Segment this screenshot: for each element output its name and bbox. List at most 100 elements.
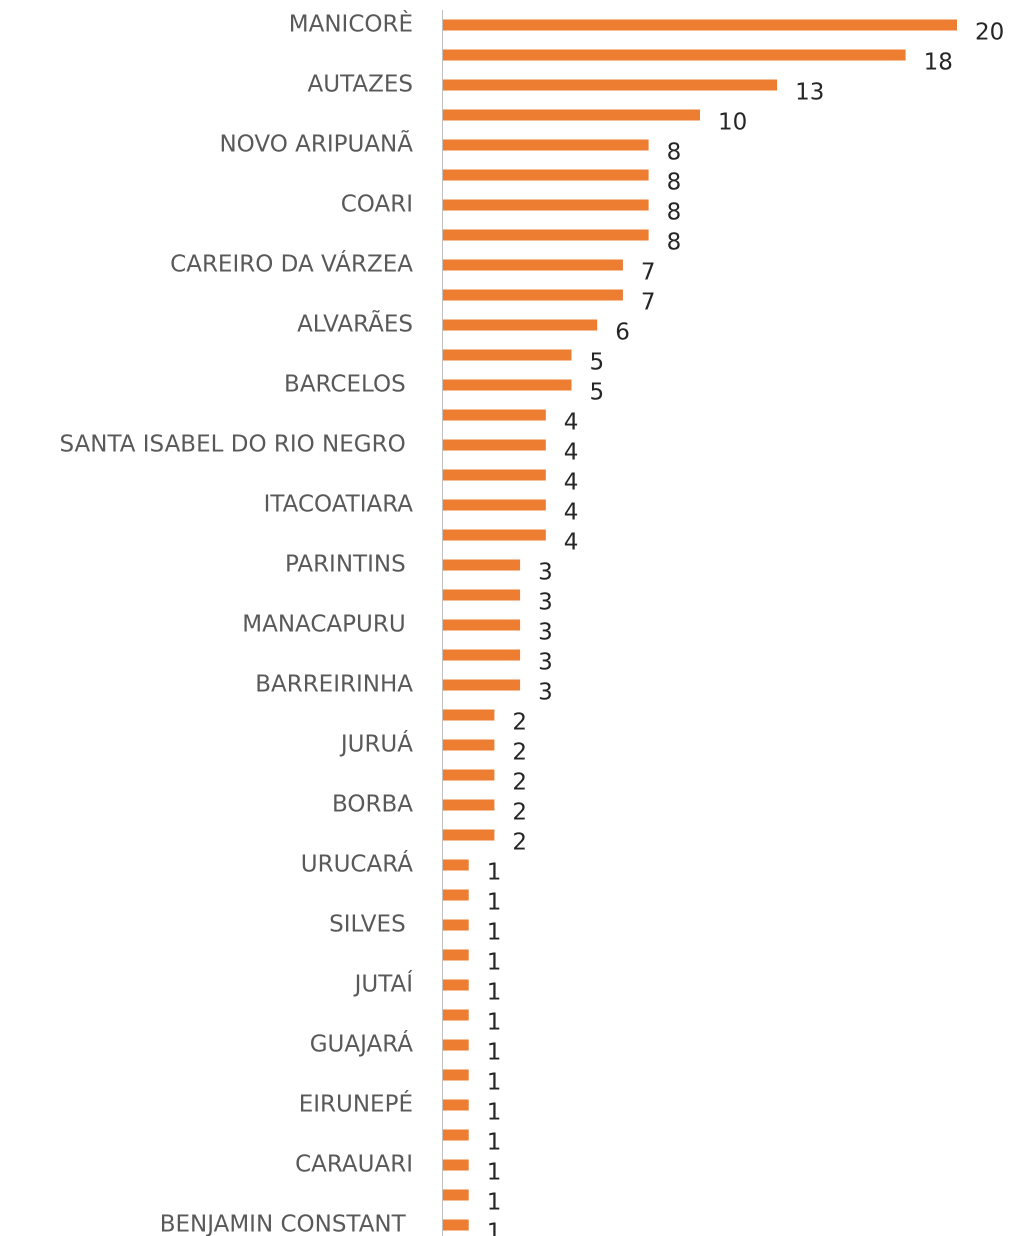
data-label: 3 [538, 590, 553, 616]
bar [443, 409, 546, 421]
bar [443, 709, 495, 721]
data-label: 1 [487, 980, 502, 1006]
data-label: 1 [487, 1040, 502, 1066]
bar [443, 139, 649, 151]
data-label: 6 [615, 320, 630, 346]
bar [443, 439, 546, 451]
data-label: 4 [564, 440, 579, 466]
data-label: 3 [538, 560, 553, 586]
y-tick-label: BORBA [332, 792, 413, 818]
y-tick-label: EIRUNEPÉ [299, 1090, 413, 1118]
data-label: 7 [641, 290, 656, 316]
bar [443, 379, 572, 391]
data-label: 4 [564, 500, 579, 526]
bar [443, 1099, 469, 1111]
data-label: 2 [512, 740, 527, 766]
y-tick-label: JUTAÍ [353, 970, 414, 998]
data-label: 1 [487, 1070, 502, 1096]
bar [443, 949, 469, 961]
y-tick-label: SANTA ISABEL DO RIO NEGRO [59, 432, 413, 458]
y-tick-label: AUTAZES [308, 72, 413, 98]
data-label: 1 [487, 860, 502, 886]
bar [443, 1039, 469, 1051]
bar [443, 229, 649, 241]
bar [443, 649, 521, 661]
y-tick-label: GUAJARÁ [310, 1030, 414, 1058]
bar [443, 259, 623, 271]
data-label: 2 [512, 830, 527, 856]
bar [443, 1069, 469, 1081]
data-label: 1 [487, 1220, 502, 1236]
data-label: 18 [924, 50, 953, 76]
bar [443, 889, 469, 901]
bar [443, 829, 495, 841]
bar [443, 199, 649, 211]
data-label: 1 [487, 920, 502, 946]
data-label: 8 [667, 230, 682, 256]
data-label: 1 [487, 1100, 502, 1126]
bar [443, 919, 469, 931]
bar [443, 799, 495, 811]
y-tick-label: BARCELOS [284, 372, 413, 398]
data-label: 8 [667, 140, 682, 166]
bar [443, 559, 521, 571]
bar [443, 289, 623, 301]
y-tick-label: NOVO ARIPUANÃ [219, 130, 413, 158]
y-tick-label: BARREIRINHA [255, 672, 413, 698]
data-label: 3 [538, 620, 553, 646]
bar [443, 109, 700, 121]
data-label: 2 [512, 710, 527, 736]
y-tick-label: CARAUARI [295, 1152, 413, 1178]
data-label: 20 [975, 20, 1004, 46]
bar [443, 469, 546, 481]
y-tick-label: URUCARÁ [301, 850, 413, 878]
bar [443, 529, 546, 541]
data-label: 4 [564, 410, 579, 436]
bar [443, 619, 521, 631]
y-tick-label: MANACAPURU [242, 612, 413, 638]
bar [443, 49, 906, 61]
data-label: 5 [590, 350, 605, 376]
data-label: 8 [667, 200, 682, 226]
data-label: 1 [487, 1010, 502, 1036]
data-label: 2 [512, 800, 527, 826]
y-tick-label: PARINTINS [285, 552, 413, 578]
bar [443, 769, 495, 781]
data-label: 3 [538, 680, 553, 706]
bar [443, 679, 521, 691]
y-tick-label: COARI [341, 192, 413, 218]
bar [443, 589, 521, 601]
data-label: 7 [641, 260, 656, 286]
bar [443, 1129, 469, 1141]
bar [443, 979, 469, 991]
bar [443, 19, 957, 31]
y-tick-label: JURUÁ [339, 730, 413, 758]
data-label: 8 [667, 170, 682, 196]
y-tick-label: SILVES [329, 912, 413, 938]
data-label: 4 [564, 470, 579, 496]
data-label: 1 [487, 950, 502, 976]
data-label: 13 [795, 80, 824, 106]
bar [443, 859, 469, 871]
data-label: 1 [487, 1190, 502, 1216]
data-label: 1 [487, 890, 502, 916]
bar [443, 1009, 469, 1021]
y-tick-label: ITACOATIARA [264, 492, 414, 518]
data-label: 2 [512, 770, 527, 796]
bar [443, 79, 778, 91]
bar [443, 1189, 469, 1201]
bar [443, 499, 546, 511]
bar [443, 319, 598, 331]
data-label: 5 [590, 380, 605, 406]
bar [443, 739, 495, 751]
y-tick-label: MANICORÈ [289, 10, 413, 38]
data-label: 3 [538, 650, 553, 676]
y-tick-label: CAREIRO DA VÁRZEA [170, 250, 413, 278]
data-label: 4 [564, 530, 579, 556]
data-label: 10 [718, 110, 747, 136]
bar [443, 1159, 469, 1171]
data-label: 1 [487, 1160, 502, 1186]
bar [443, 349, 572, 361]
